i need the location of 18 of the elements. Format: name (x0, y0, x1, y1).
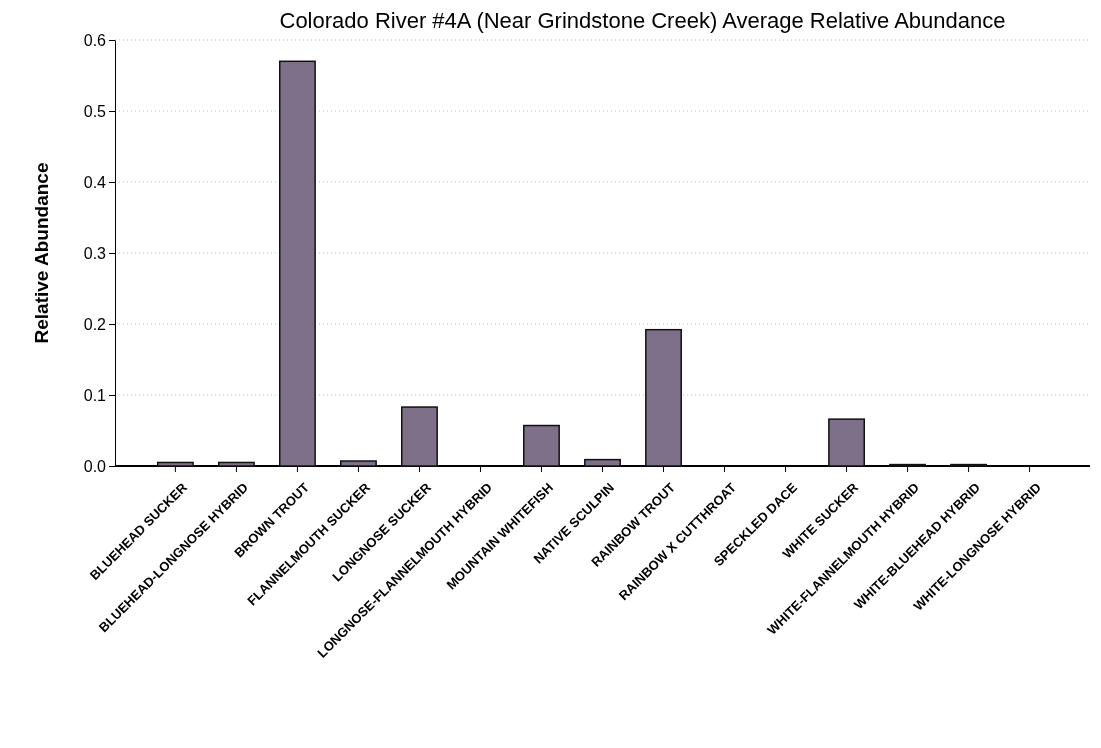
bar (828, 418, 865, 467)
y-tick-label: 0.2 (83, 315, 107, 333)
y-axis-title: Relative Abundance (31, 162, 52, 344)
y-tick-label: 0.3 (83, 244, 107, 262)
y-tick-label: 0.4 (83, 173, 107, 191)
y-tick-label: 0.0 (83, 457, 107, 475)
bar (401, 406, 438, 467)
bar (217, 461, 255, 467)
bar (645, 328, 682, 467)
bar (278, 60, 316, 467)
bar (156, 461, 194, 467)
bar (584, 458, 621, 467)
y-tick-label: 0.5 (83, 102, 107, 120)
bar (523, 424, 560, 467)
chart-title: Colorado River #4A (Near Grindstone Creek) Average Relative Abundance (279, 8, 1006, 33)
bar (340, 460, 377, 467)
y-tick-label: 0.6 (83, 31, 107, 49)
y-tick-label: 0.1 (83, 386, 107, 404)
